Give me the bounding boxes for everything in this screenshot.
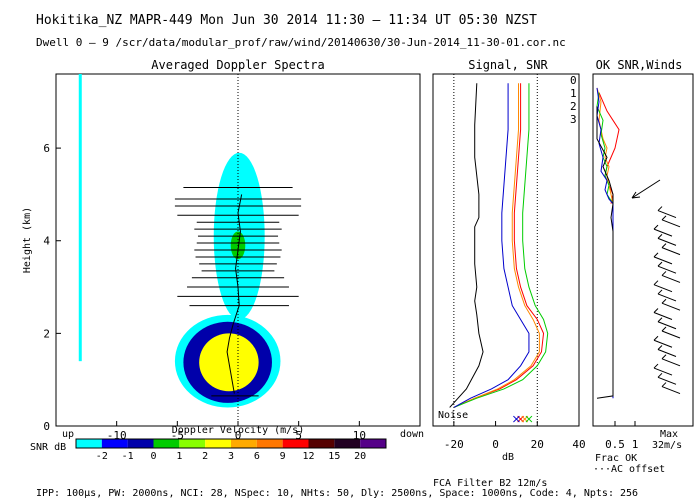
beam-legend-0: 0 <box>570 74 577 87</box>
colorbar-swatch <box>308 439 335 448</box>
colorbar: -2 -1 0 1 2 3 6 9 12 15 20 <box>75 438 387 462</box>
snr-plot-frame <box>432 73 580 427</box>
noise-marker-2 <box>525 415 533 423</box>
colorbar-label: 0 <box>150 451 156 462</box>
winds-plot-frame <box>592 73 694 427</box>
beam-legend-2: 2 <box>570 100 577 113</box>
wind-barb <box>653 363 673 376</box>
noise-marker-3 <box>513 415 520 423</box>
snr-x-tick-label: 40 <box>572 438 585 451</box>
snr-x-tick-label: -20 <box>444 438 464 451</box>
wind-barb <box>653 224 673 237</box>
colorbar-label: -1 <box>122 451 134 462</box>
spectra-y-tick-label: 0 <box>43 420 50 433</box>
ground-clutter-column <box>78 74 82 362</box>
dwell-line: Dwell 0 – 9 /scr/data/modular_prof/raw/w… <box>36 36 566 49</box>
max-wind-value: 32m/s <box>652 440 682 451</box>
colorbar-label: 12 <box>302 451 314 462</box>
colorbar-swatch <box>334 439 361 448</box>
spectra-x-tick-label: 0 <box>235 429 242 442</box>
snr-series-0 <box>453 83 545 408</box>
filter-label: FCA Filter B2 12m/s <box>433 478 547 489</box>
colorbar-swatch <box>360 439 386 448</box>
wind-barb <box>653 280 673 293</box>
beam-legend-1: 1 <box>570 87 577 100</box>
winds-x-tick-label: 1 <box>632 438 639 451</box>
wind-barb <box>661 215 681 228</box>
snr-x-tick-label: 0 <box>492 438 499 451</box>
mean-velocity-profile <box>226 194 243 394</box>
beam-legend-3: 3 <box>570 113 577 126</box>
wind-barb <box>661 326 681 339</box>
ac-offset-label: AC offset <box>611 464 665 475</box>
frac-ok-label: Frac OK <box>595 453 637 464</box>
noise-label: Noise <box>438 410 468 421</box>
snr-series-3 <box>453 83 530 408</box>
winds-panel-title: OK SNR,Winds <box>596 58 683 72</box>
snr-series-2 <box>453 83 549 408</box>
wind-barb <box>653 252 673 265</box>
winds-series-frac_ok <box>596 106 614 399</box>
colorbar-swatch <box>205 439 231 448</box>
wind-barb <box>661 382 681 395</box>
colorbar-title: SNR dB <box>30 442 66 453</box>
wind-barb <box>661 271 681 283</box>
footer-params: IPP: 100µs, PW: 2000ns, NCI: 28, NSpec: … <box>36 488 638 499</box>
snr-series-1 <box>453 83 540 408</box>
wind-barb <box>657 261 677 274</box>
wind-barb <box>661 243 681 256</box>
spectra-y-tick-label: 2 <box>43 327 50 340</box>
colorbar-label: 20 <box>354 451 366 462</box>
wind-barb <box>661 354 681 367</box>
wind-barb <box>657 206 677 219</box>
colorbar-label: -2 <box>96 451 108 462</box>
wind-barb <box>657 317 677 330</box>
wind-barb <box>653 335 673 348</box>
wind-barb <box>653 308 673 320</box>
colorbar-label: 1 <box>176 451 182 462</box>
wind-barb <box>657 372 677 385</box>
snr-x-axis-label: dB <box>502 452 514 463</box>
spectra-x-axis-label: Doppler Velocity (m/s) <box>172 425 304 436</box>
colorbar-label: 3 <box>228 451 234 462</box>
winds-x-tick-label: 0.5 <box>605 438 625 451</box>
wind-barb <box>657 289 677 302</box>
winds-series-3 <box>596 87 614 399</box>
spectra-y-tick-label: 6 <box>43 142 50 155</box>
winds-series-1 <box>596 87 614 204</box>
spectra-y-axis-label: Height (km) <box>22 207 33 273</box>
colorbar-label: 9 <box>280 451 286 462</box>
colorbar-up-label: up <box>62 429 74 440</box>
wind-barb <box>657 345 677 357</box>
boundary-arrow <box>631 179 661 199</box>
colorbar-label: 6 <box>254 451 260 462</box>
colorbar-swatch <box>153 439 180 448</box>
colorbar-swatch <box>231 439 257 448</box>
colorbar-frame <box>75 438 387 449</box>
snr-x-tick-label: 20 <box>531 438 544 451</box>
colorbar-swatch <box>282 439 309 448</box>
ac-offset-dots: ··· <box>593 464 611 475</box>
colorbar-label: 15 <box>328 451 340 462</box>
snr-layer: -20 0 20 40 <box>444 74 586 451</box>
spectra-x-tick-label: 5 <box>295 429 302 442</box>
snr-panel-title: Signal, SNR <box>468 58 548 72</box>
spectra-panel-title: Averaged Doppler Spectra <box>151 58 324 72</box>
colorbar-down-label: down <box>400 429 424 440</box>
colorbar-swatch <box>127 439 154 448</box>
spectra-y-tick-label: 4 <box>43 235 50 248</box>
snr-series-signal <box>449 83 484 408</box>
colorbar-swatch <box>101 439 128 448</box>
wind-barb <box>661 298 681 311</box>
colorbar-label: 2 <box>202 451 208 462</box>
colorbar-swatch <box>256 439 283 448</box>
colorbar-swatch <box>179 439 206 448</box>
figure-title: Hokitika_NZ MAPR-449 Mon Jun 30 2014 11:… <box>36 13 537 28</box>
wind-barb <box>657 234 677 246</box>
colorbar-swatch <box>76 439 102 448</box>
max-wind-label: Max <box>660 429 678 440</box>
